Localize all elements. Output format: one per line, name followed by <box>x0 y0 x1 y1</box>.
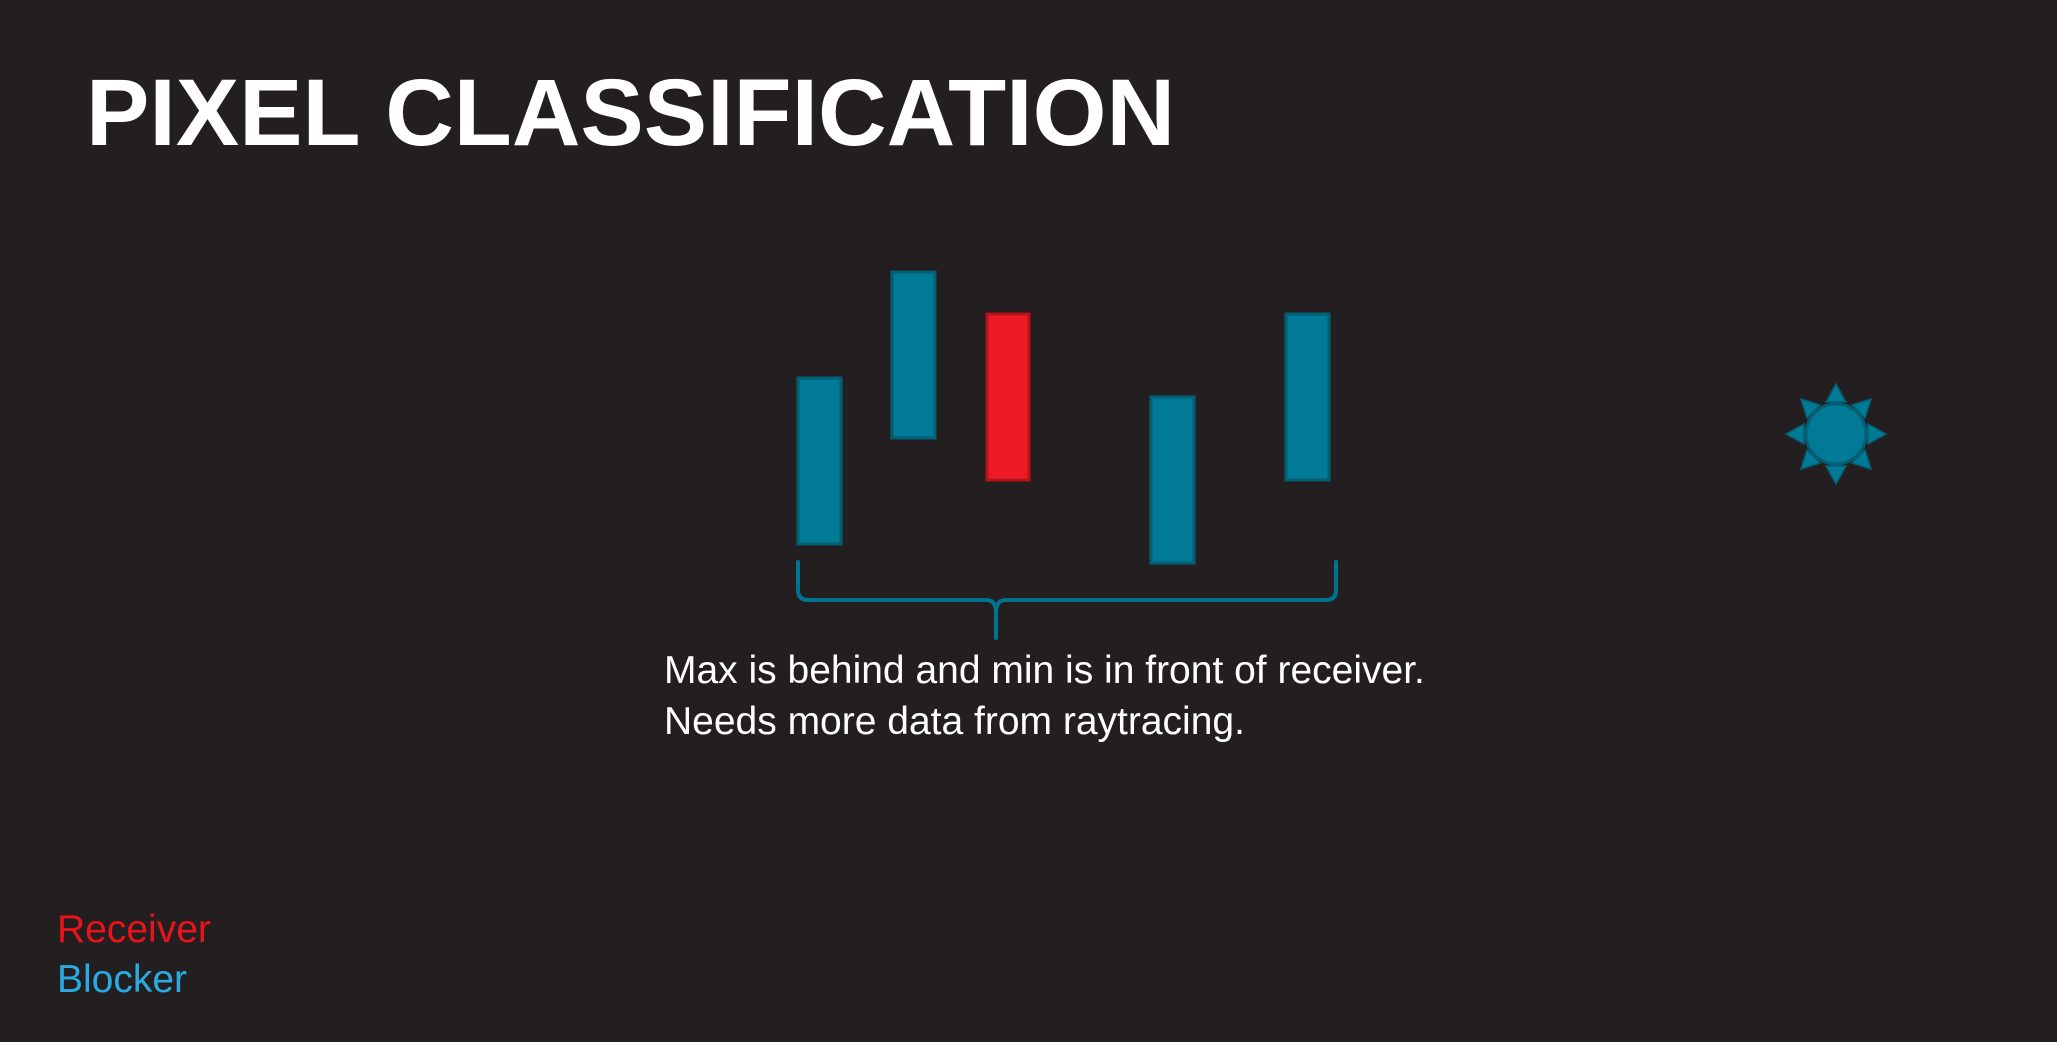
curly-brace <box>796 560 1338 640</box>
blocker-bar <box>796 376 843 546</box>
blocker-bar <box>1284 312 1331 482</box>
legend-blocker: Blocker <box>57 958 188 1001</box>
sun-icon <box>1784 382 1888 486</box>
caption-line: Needs more data from raytracing. <box>664 700 1245 743</box>
receiver-bar <box>985 312 1031 482</box>
blocker-bar <box>890 270 937 440</box>
caption-line: Max is behind and min is in front of rec… <box>664 649 1425 692</box>
caption: Max is behind and min is in front of rec… <box>664 645 1425 747</box>
slide-title: PIXEL CLASSIFICATION <box>86 60 1176 166</box>
legend: Receiver Blocker <box>57 905 211 1005</box>
legend-receiver: Receiver <box>57 908 211 951</box>
blocker-bar <box>1149 395 1196 565</box>
